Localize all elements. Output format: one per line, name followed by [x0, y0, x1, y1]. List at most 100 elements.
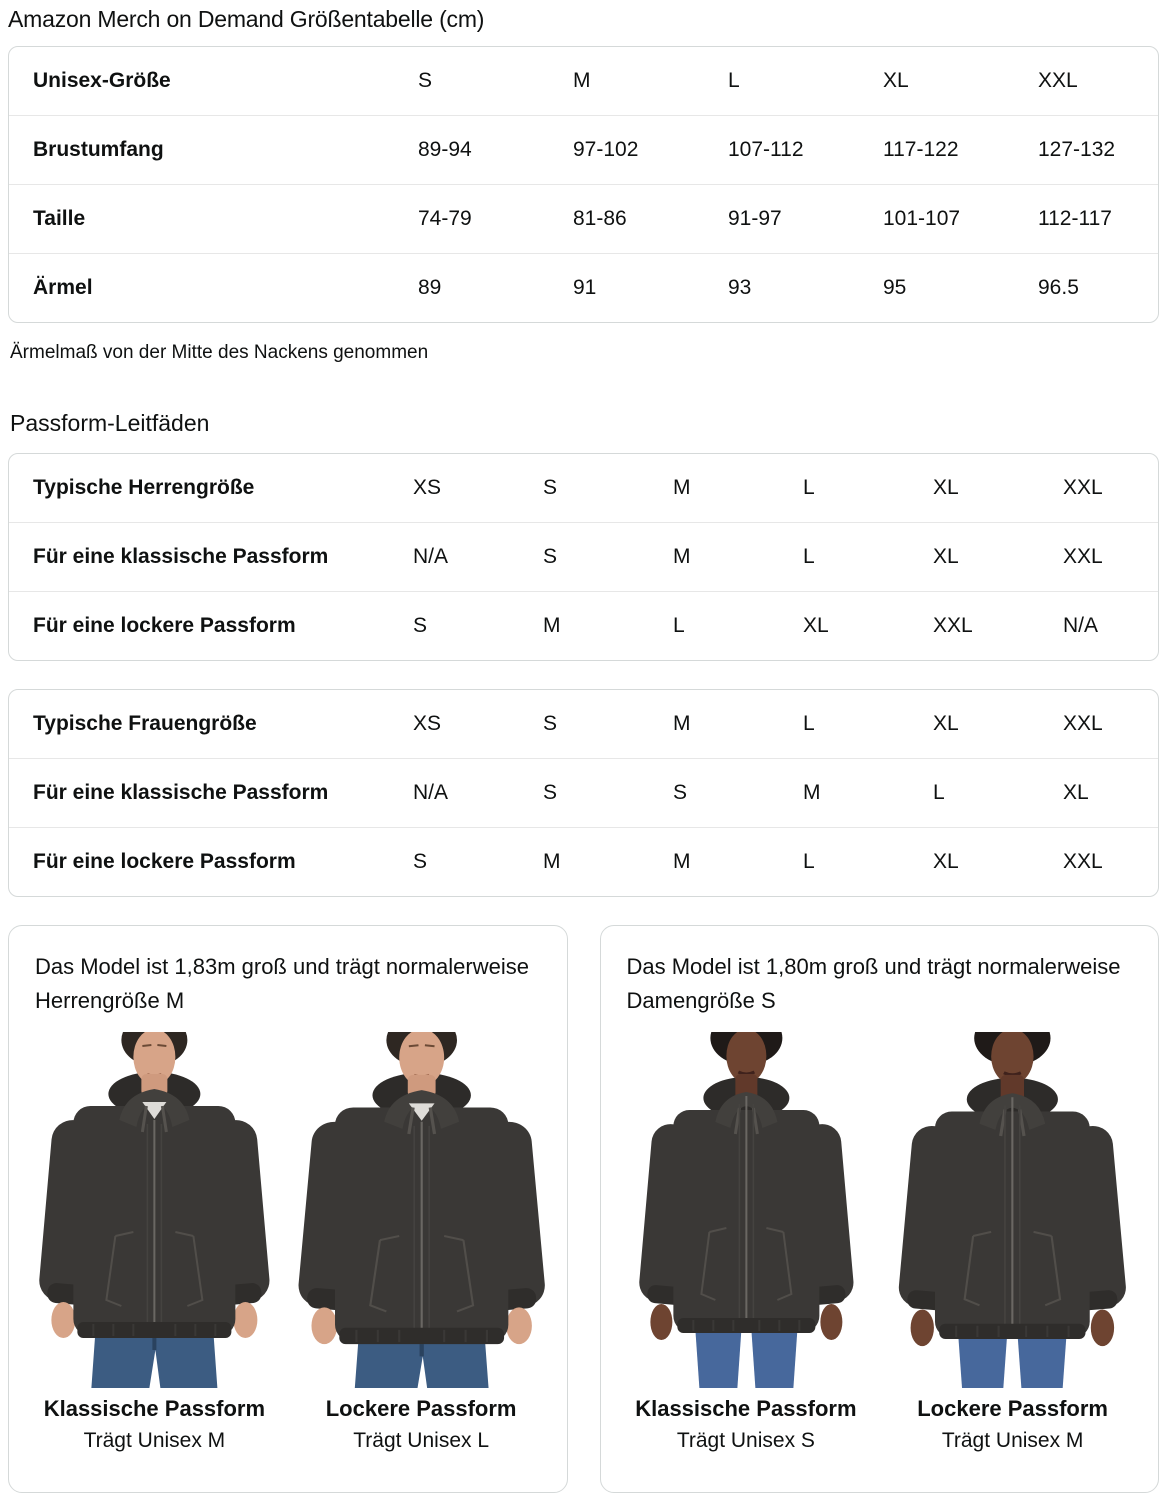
fit-title: Lockere Passform [917, 1396, 1108, 1421]
size-cell: S [413, 614, 428, 637]
size-cell: S [413, 850, 428, 873]
row-label: Für eine lockere Passform [33, 614, 296, 637]
fit-title: Klassische Passform [43, 1396, 266, 1421]
size-cell: 117-122 [883, 138, 959, 161]
size-cell: XXL [933, 614, 973, 637]
size-cell: M [543, 850, 561, 873]
model-description: Das Model ist 1,83m groß und trägt norma… [35, 954, 529, 1013]
female-model-loose-photo [895, 1032, 1130, 1388]
size-cell: XL [933, 545, 959, 568]
size-cell: M [573, 69, 591, 92]
sleeve-measure-note: Ärmelmaß von der Mitte des Nackens genom… [10, 342, 429, 363]
table-row: Typische Frauengröße XS S M L XL XXL [9, 690, 1158, 758]
row-label: Für eine klassische Passform [33, 781, 329, 804]
size-cell: L [803, 545, 815, 568]
size-cell: 91-97 [728, 207, 782, 230]
size-cell: XL [883, 69, 909, 92]
size-cell: M [543, 614, 561, 637]
size-cell: XL [933, 850, 959, 873]
size-cell: S [418, 69, 433, 92]
size-cell: XL [933, 712, 959, 735]
size-cell: 91 [573, 276, 597, 299]
size-cell: N/A [413, 545, 449, 568]
table-row: Typische Herrengröße XS S M L XL XXL [9, 454, 1158, 522]
size-cell: S [543, 781, 558, 804]
size-cell: S [543, 545, 558, 568]
size-cell: L [803, 476, 815, 499]
size-cell: N/A [1063, 614, 1099, 637]
female-model-card: Das Model ist 1,80m groß und trägt norma… [599, 925, 1159, 1493]
page-title: Amazon Merch on Demand Größentabelle (cm… [8, 6, 485, 32]
caption-classic: Klassische Passform Trägt Unisex S [613, 1396, 880, 1453]
fit-title: Lockere Passform [325, 1396, 517, 1421]
row-label: Für eine lockere Passform [33, 850, 296, 873]
size-cell: S [543, 712, 558, 735]
size-cell: 112-117 [1038, 207, 1112, 230]
fit-size: Trägt Unisex L [353, 1429, 490, 1452]
size-cell: L [673, 614, 685, 637]
caption-loose: Lockere Passform Trägt Unisex L [288, 1396, 555, 1453]
photo-classic-fit [21, 1032, 288, 1388]
row-label: Ärmel [33, 276, 93, 299]
table-row: Für eine klassische Passform N/A S S M L… [9, 758, 1158, 827]
row-label: Für eine klassische Passform [33, 545, 329, 568]
size-cell: M [673, 712, 691, 735]
model-cards: Das Model ist 1,83m groß und trägt norma… [8, 925, 1159, 1493]
size-cell: XL [933, 476, 959, 499]
fit-size: Trägt Unisex S [676, 1429, 815, 1452]
size-cell: M [673, 545, 691, 568]
row-label: Typische Herrengröße [33, 476, 255, 499]
size-cell: L [933, 781, 945, 804]
size-cell: 74-79 [418, 207, 472, 230]
row-label: Unisex-Größe [33, 69, 171, 92]
caption-classic: Klassische Passform Trägt Unisex M [21, 1396, 288, 1453]
row-label: Brustumfang [33, 138, 164, 161]
caption-loose: Lockere Passform Trägt Unisex M [879, 1396, 1146, 1453]
photo-loose-fit [879, 1032, 1146, 1388]
womens-fit-table: Typische Frauengröße XS S M L XL XXL Für… [8, 689, 1159, 897]
fit-guides-title: Passform-Leitfäden [10, 410, 210, 436]
female-model-classic-photo [635, 1032, 857, 1388]
size-cell: M [673, 850, 691, 873]
size-cell: L [728, 69, 740, 92]
unisex-size-table: Unisex-Größe S M L XL XXL Brustumfang 89… [8, 46, 1159, 323]
fit-title: Klassische Passform [635, 1396, 857, 1421]
size-cell: 96.5 [1038, 276, 1079, 299]
size-cell: XXL [1063, 545, 1103, 568]
size-cell: 101-107 [883, 207, 961, 230]
size-cell: XXL [1063, 850, 1103, 873]
size-cell: XXL [1063, 476, 1103, 499]
size-cell: 81-86 [573, 207, 627, 230]
mens-fit-table: Typische Herrengröße XS S M L XL XXL Für… [8, 453, 1159, 661]
size-cell: M [673, 476, 691, 499]
size-cell: L [803, 712, 815, 735]
size-cell: XL [803, 614, 829, 637]
size-cell: 127-132 [1038, 138, 1116, 161]
size-cell: 97-102 [573, 138, 639, 161]
size-cell: M [803, 781, 821, 804]
table-row: Für eine klassische Passform N/A S M L X… [9, 522, 1158, 591]
size-cell: XXL [1063, 712, 1103, 735]
table-row: Für eine lockere Passform S M M L XL XXL [9, 827, 1158, 896]
size-cell: L [803, 850, 815, 873]
size-cell: N/A [413, 781, 449, 804]
photo-loose-fit [288, 1032, 555, 1388]
row-label: Taille [33, 207, 86, 230]
row-label: Typische Frauengröße [33, 712, 257, 735]
fit-size: Trägt Unisex M [941, 1429, 1084, 1452]
photo-captions: Klassische Passform Trägt Unisex S Locke… [613, 1396, 1147, 1453]
size-cell: XL [1063, 781, 1089, 804]
size-cell: XS [413, 712, 442, 735]
table-row: Unisex-Größe S M L XL XXL [9, 47, 1158, 115]
fit-size: Trägt Unisex M [83, 1429, 226, 1452]
size-cell: 93 [728, 276, 752, 299]
table-row: Für eine lockere Passform S M L XL XXL N… [9, 591, 1158, 660]
size-cell: 89 [418, 276, 442, 299]
size-cell: 89-94 [418, 138, 472, 161]
photo-captions: Klassische Passform Trägt Unisex M Locke… [21, 1396, 555, 1453]
size-cell: 107-112 [728, 138, 804, 161]
male-model-loose-photo [288, 1032, 555, 1388]
table-row: Brustumfang 89-94 97-102 107-112 117-122… [9, 115, 1158, 184]
model-photos [613, 1032, 1147, 1388]
